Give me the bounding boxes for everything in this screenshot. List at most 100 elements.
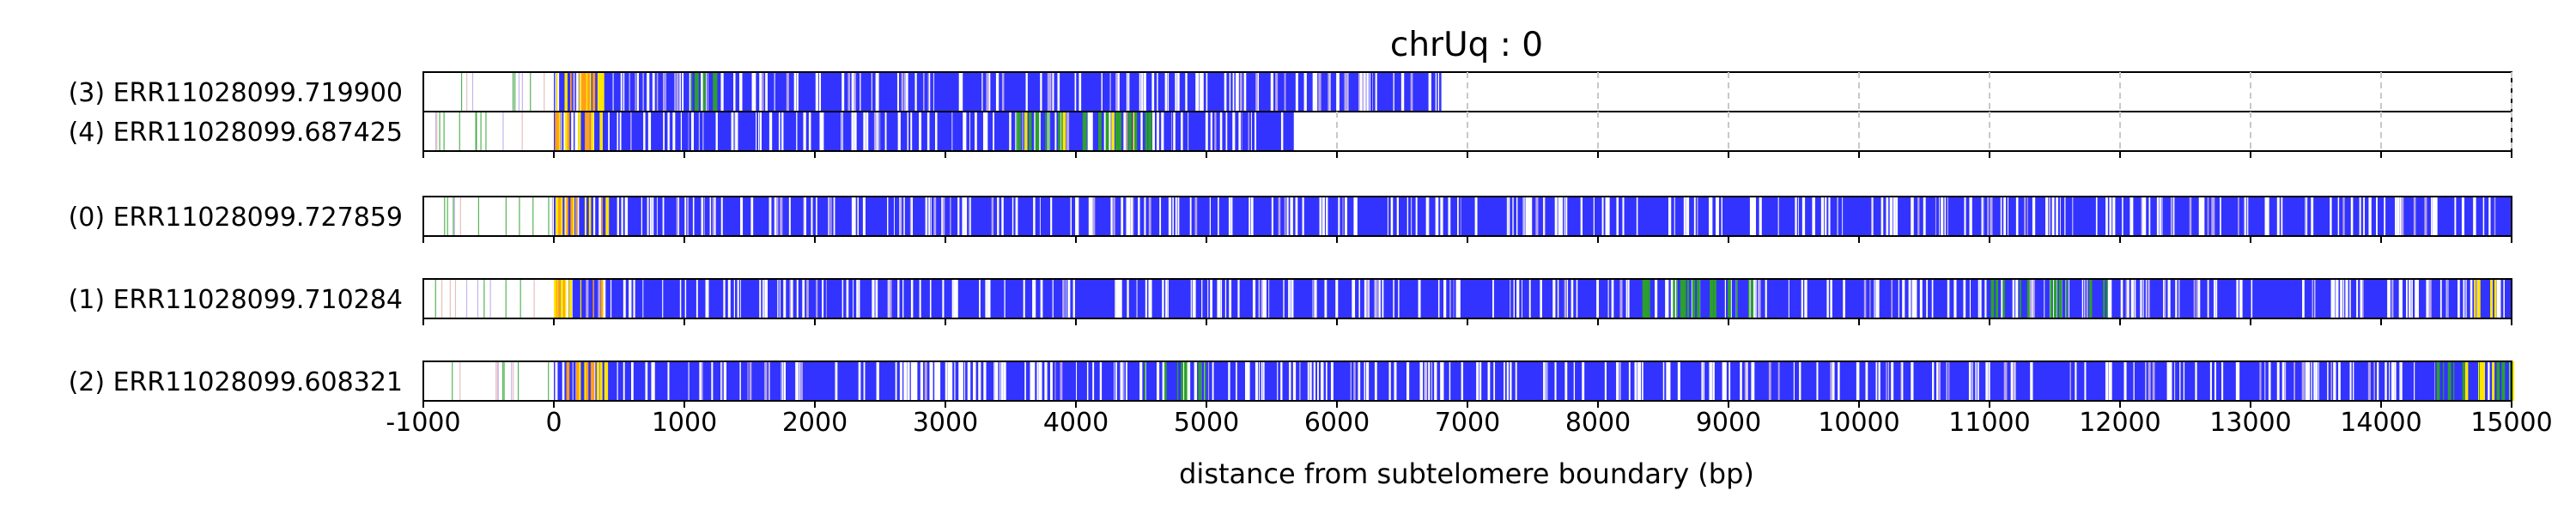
read-gap-mark [1628,361,1631,401]
read-gap-mark [969,197,971,236]
read-gap-mark [964,361,966,401]
read-gap-mark [1144,197,1146,236]
read-segment-orange [590,361,592,401]
read-mark [475,112,477,151]
read-gap-mark [1188,361,1191,401]
read-gap-mark [2305,197,2306,236]
read-gap-mark [2051,197,2055,236]
read-segment-yellow [554,279,557,318]
read-gap-mark [961,72,963,112]
read-segment-green [1118,112,1121,151]
read-gap-mark [1453,279,1455,318]
read-gap-mark [983,361,987,401]
read-gap-mark [1487,361,1491,401]
read-gap-mark [2189,197,2192,236]
read-gap-mark [906,72,908,112]
read-segment-yellow [2482,361,2485,401]
read-gap-mark [1666,361,1668,401]
read-gap-mark [1752,361,1755,401]
read-gap-mark [802,279,805,318]
read-gap-mark [2384,197,2386,236]
read-gap-mark [779,279,781,318]
read-segment-orange [592,279,594,318]
read-gap-mark [1309,361,1312,401]
read-gap-mark [645,361,648,401]
read-gap-mark [2069,361,2071,401]
read-gap-mark [1209,197,1211,236]
read-gap-mark [1289,361,1291,401]
read-gap-mark [945,361,948,401]
read-gap-mark [2030,361,2033,401]
read-gap-mark [1235,72,1237,112]
read-gap-mark [1001,197,1004,236]
read-gap-mark [2112,197,2116,236]
read-gap-mark [1127,197,1131,236]
read-segment-green [1048,112,1050,151]
read-segment-yellow [2476,279,2481,318]
read-gap-mark [1318,72,1321,112]
read-gap-mark [624,197,628,236]
read-gap-mark [1804,279,1807,318]
read-gap-mark [929,361,933,401]
read-gap-mark [2266,197,2269,236]
read-gap-mark [1523,197,1525,236]
read-gap-mark [981,72,983,112]
read-gap-mark [2133,361,2135,401]
read-gap-mark [1214,112,1217,151]
read-gap-mark [1425,361,1427,401]
read-gap-mark [2178,279,2180,318]
read-gap-mark [1869,279,1871,318]
read-segment-orange [585,112,588,151]
read-gap-mark [2394,361,2397,401]
read-gap-mark [1535,197,1539,236]
read-gap-mark [2337,197,2340,236]
read-gap-mark [1194,279,1196,318]
read-gap-mark [2285,361,2287,401]
read-gap-mark [1382,279,1384,318]
read-mark [434,112,437,151]
read-segment-green [1036,112,1040,151]
read-gap-mark [1440,197,1443,236]
read-gap-mark [652,361,655,401]
read-gap-mark [1777,197,1779,236]
read-gap-mark [2072,197,2074,236]
read-gap-mark [576,197,580,236]
read-gap-mark [1428,197,1430,236]
read-gap-mark [1175,72,1177,112]
read-gap-mark [776,197,779,236]
read-gap-mark [667,361,670,401]
read-gap-mark [1877,279,1880,318]
read-gap-mark [895,361,897,401]
read-gap-mark [774,197,777,236]
read-segment-yellow [568,279,573,318]
read-gap-mark [1431,361,1432,401]
read-gap-mark [2368,197,2370,236]
read-gap-mark [749,361,752,401]
read-gap-mark [2045,197,2047,236]
read-gap-mark [2434,361,2435,401]
read-gap-mark [2302,279,2305,318]
read-segment-white [967,361,971,401]
read-segment-orange [601,197,603,236]
read-segment-white [900,361,903,401]
read-gap-mark [1911,361,1914,401]
read-segment-base [554,197,2512,236]
read-gap-mark [1060,361,1063,401]
read-gap-mark [2360,279,2363,318]
read-gap-mark [901,72,904,112]
read-gap-mark [1634,361,1637,401]
read-gap-mark [1252,279,1256,318]
read-gap-mark [2174,361,2176,401]
read-gap-mark [1979,279,1982,318]
read-gap-mark [889,279,892,318]
read-segment-yellow [2478,361,2480,401]
read-gap-mark [2336,279,2339,318]
read-gap-mark [769,112,773,151]
read-gap-mark [647,112,651,151]
read-gap-mark [1012,197,1014,236]
read-gap-mark [1724,361,1727,401]
read-gap-mark [1299,361,1301,401]
read-gap-mark [1457,279,1461,318]
read-gap-mark [1284,197,1286,236]
read-gap-mark [723,361,726,401]
